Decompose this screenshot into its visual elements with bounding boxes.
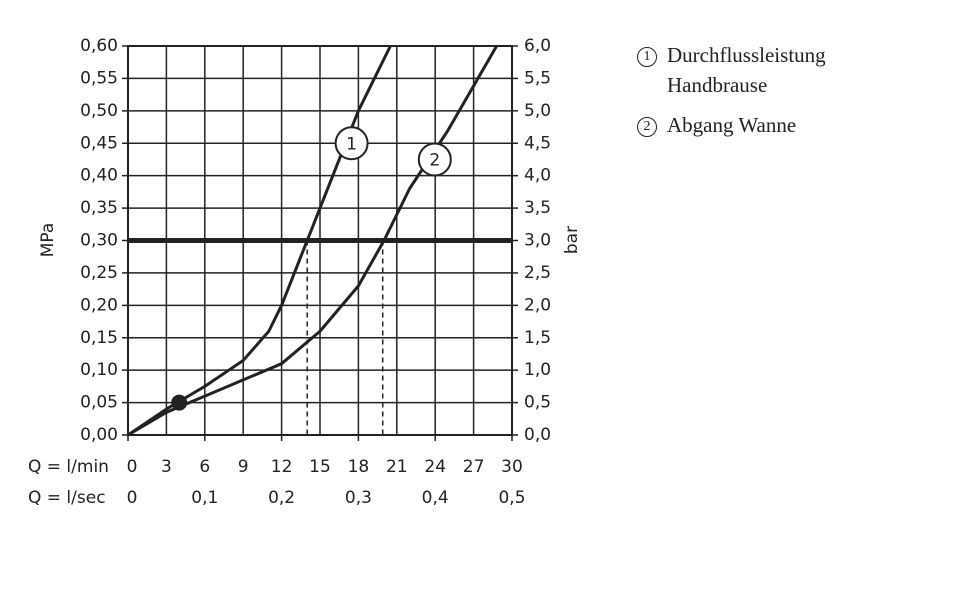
x-tick-label: 15 bbox=[309, 457, 331, 477]
x-tick-label: 9 bbox=[238, 457, 249, 477]
x-tick-label: 18 bbox=[348, 457, 370, 477]
y-tick-label: 0,00 bbox=[80, 425, 118, 445]
y2-tick-label: 6,0 bbox=[524, 36, 551, 56]
legend-label: Abgang Wanne bbox=[667, 113, 797, 137]
y2-tick-label: 1,0 bbox=[524, 360, 551, 380]
y-tick-label: 0,60 bbox=[80, 36, 118, 56]
legend-label: Durchflussleistung Handbrause bbox=[667, 43, 826, 97]
x-tick-label: 24 bbox=[424, 457, 446, 477]
x-axis-label: Q = l/min bbox=[28, 457, 109, 477]
y-tick-label: 0,45 bbox=[80, 133, 118, 153]
series-badge-label: 1 bbox=[346, 134, 357, 154]
x2-tick-label: 0,2 bbox=[268, 488, 295, 508]
x2-tick-label: 0 bbox=[127, 488, 138, 508]
y2-tick-label: 3,0 bbox=[524, 231, 551, 251]
y2-tick-label: 0,0 bbox=[524, 425, 551, 445]
x-tick-label: 0 bbox=[127, 457, 138, 477]
y-tick-label: 0,35 bbox=[80, 198, 118, 218]
x-tick-label: 12 bbox=[271, 457, 293, 477]
y-tick-label: 0,30 bbox=[80, 231, 118, 251]
y2-tick-label: 4,5 bbox=[524, 133, 551, 153]
y-tick-label: 0,55 bbox=[80, 68, 118, 88]
x-tick-label: 3 bbox=[161, 457, 172, 477]
y2-tick-label: 4,0 bbox=[524, 166, 551, 186]
y2-axis-label: bar bbox=[562, 226, 582, 254]
y2-tick-label: 1,5 bbox=[524, 328, 551, 348]
y-axis-label: MPa bbox=[38, 223, 58, 258]
legend-entry: 2 Abgang Wanne bbox=[637, 110, 867, 140]
x2-tick-label: 0,3 bbox=[345, 488, 372, 508]
y2-tick-label: 3,5 bbox=[524, 198, 551, 218]
y-tick-label: 0,20 bbox=[80, 295, 118, 315]
y-tick-label: 0,50 bbox=[80, 101, 118, 121]
x-tick-label: 27 bbox=[463, 457, 485, 477]
y2-tick-label: 5,0 bbox=[524, 101, 551, 121]
x-tick-label: 21 bbox=[386, 457, 408, 477]
y-tick-label: 0,40 bbox=[80, 166, 118, 186]
y-tick-label: 0,15 bbox=[80, 328, 118, 348]
y-tick-label: 0,05 bbox=[80, 393, 118, 413]
x2-axis-label: Q = l/sec bbox=[28, 488, 106, 508]
operating-point bbox=[171, 394, 188, 411]
y2-tick-label: 2,0 bbox=[524, 295, 551, 315]
series-badge bbox=[334, 126, 369, 161]
x-tick-label: 6 bbox=[199, 457, 210, 477]
legend-number: 1 bbox=[637, 47, 657, 67]
x-tick-label: 30 bbox=[501, 457, 523, 477]
x2-tick-label: 0,1 bbox=[191, 488, 218, 508]
y-tick-label: 0,10 bbox=[80, 360, 118, 380]
legend-number: 2 bbox=[637, 117, 657, 137]
x2-tick-label: 0,4 bbox=[422, 488, 449, 508]
series-badge-label: 2 bbox=[429, 150, 440, 170]
x2-tick-label: 0,5 bbox=[498, 488, 525, 508]
y2-tick-label: 5,5 bbox=[524, 68, 551, 88]
legend-entry: 1 Durchflussleistung Handbrause bbox=[637, 40, 867, 100]
y2-tick-label: 2,5 bbox=[524, 263, 551, 283]
y2-tick-label: 0,5 bbox=[524, 393, 551, 413]
y-tick-label: 0,25 bbox=[80, 263, 118, 283]
series-badge bbox=[417, 142, 452, 177]
